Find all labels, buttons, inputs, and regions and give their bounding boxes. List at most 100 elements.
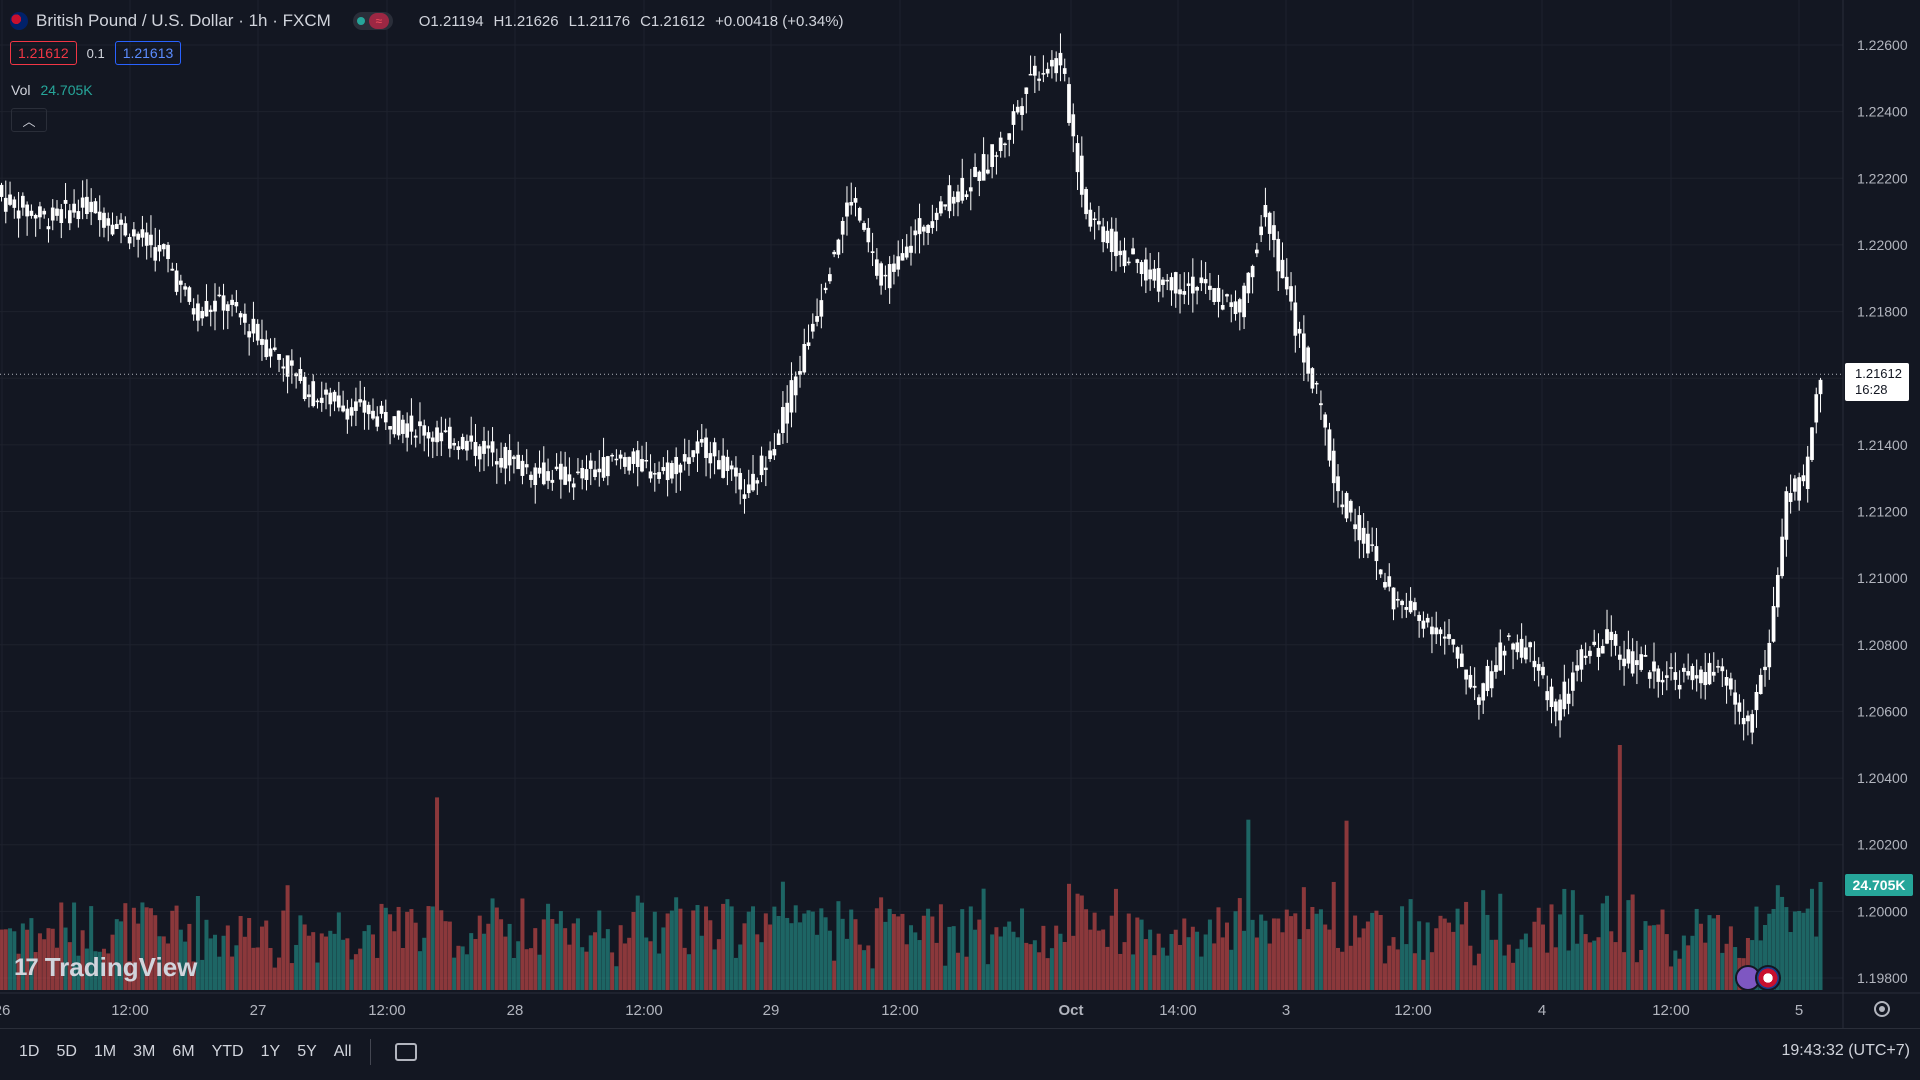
volume-bar	[268, 947, 273, 990]
volume-bar	[221, 935, 226, 990]
range-all[interactable]: All	[333, 1043, 352, 1060]
range-1d[interactable]: 1D	[19, 1043, 40, 1060]
volume-bar	[887, 908, 892, 990]
buy-button[interactable]: 1.21613	[114, 41, 182, 65]
volume-bar	[375, 957, 380, 990]
candle-body	[832, 251, 836, 255]
candle-body	[1588, 650, 1592, 657]
candle-body	[853, 198, 858, 203]
price-chart[interactable]: 1.22600 1.22400 1.22200 1.22000 1.21800 1.216…	[0, 0, 1920, 1028]
volume-bar	[59, 902, 64, 990]
candle-body	[964, 194, 969, 198]
volume-bar	[934, 942, 939, 990]
candle-body	[1058, 52, 1063, 66]
volume-bar	[1494, 939, 1498, 990]
volume-bar	[1622, 952, 1627, 990]
volume-bar	[951, 926, 956, 990]
volume-bar	[1455, 908, 1460, 990]
range-1y[interactable]: 1Y	[260, 1043, 281, 1060]
candle-body	[127, 237, 132, 244]
volume-bar	[1075, 893, 1080, 990]
candle-body	[1477, 697, 1481, 705]
volume-legend: Vol 24.705K	[11, 82, 93, 98]
volume-bar	[1028, 944, 1033, 990]
volume-bar	[1011, 931, 1016, 990]
volume-bar	[614, 966, 619, 990]
symbol-legend: British Pound / U.S. Dollar · 1h · FXCM …	[10, 10, 844, 32]
clock-timezone[interactable]: 19:43:32 (UTC+7)	[1781, 1042, 1910, 1059]
candle-body	[1438, 629, 1443, 635]
volume-bar	[973, 929, 978, 990]
y-tick-label: 1.21800	[1857, 304, 1908, 320]
candle-body	[1387, 576, 1392, 587]
us-flag-event-icon[interactable]	[1755, 965, 1781, 991]
candle-body	[1139, 262, 1144, 275]
candle-body	[1353, 524, 1357, 530]
candle-body	[1178, 289, 1182, 295]
axis-settings-icon[interactable]	[1874, 1001, 1890, 1017]
candle-body	[426, 432, 431, 439]
go-to-date-icon[interactable]	[394, 1043, 417, 1061]
candle-body	[469, 435, 474, 442]
sell-button[interactable]: 1.21612	[10, 41, 77, 65]
volume-label[interactable]: Vol	[11, 82, 31, 98]
candle-body	[712, 442, 717, 457]
economic-events[interactable]	[1735, 965, 1781, 991]
volume-bar	[400, 947, 405, 990]
range-5d[interactable]: 5D	[56, 1043, 77, 1060]
candle-body	[1374, 546, 1379, 562]
candle-body	[665, 462, 670, 481]
volume-bar	[1289, 916, 1294, 990]
collapse-legend-button[interactable]: ︿	[11, 108, 47, 132]
candle-body	[516, 454, 521, 470]
range-5y[interactable]: 5Y	[297, 1043, 317, 1060]
candle-body	[1135, 259, 1140, 263]
volume-bar	[1301, 887, 1306, 990]
candle-body	[533, 467, 538, 486]
candle-body	[21, 195, 25, 208]
volume-bar	[110, 934, 115, 990]
volume-bar	[742, 923, 747, 990]
volume-bar	[1459, 924, 1464, 990]
volume-bar	[682, 947, 687, 990]
candle-body	[1489, 671, 1494, 689]
volume-bar	[597, 910, 602, 990]
candle-body	[187, 287, 192, 302]
candle-body	[140, 229, 145, 238]
volume-bar	[733, 957, 738, 990]
volume-bar	[1703, 942, 1708, 990]
volume-bar	[998, 936, 1003, 990]
range-3m[interactable]: 3M	[133, 1043, 156, 1060]
candle-body	[264, 339, 269, 358]
candle-body	[366, 404, 371, 415]
volume-bar	[25, 929, 30, 990]
volume-bar	[370, 934, 375, 990]
volume-bar	[1745, 937, 1750, 990]
candle-body	[1425, 617, 1430, 623]
market-status[interactable]: ≈	[352, 12, 393, 30]
volume-bar	[832, 960, 837, 990]
candle-body	[38, 206, 42, 218]
volume-bar	[379, 903, 384, 990]
candle-body	[875, 259, 879, 276]
volume-bar	[1024, 942, 1029, 990]
candle-body	[776, 433, 781, 445]
candle-body	[50, 207, 55, 221]
volume-bar	[708, 920, 713, 990]
symbol-title[interactable]: British Pound / U.S. Dollar · 1h · FXCM	[36, 11, 331, 30]
candle-body	[1703, 672, 1708, 686]
range-1m[interactable]: 1M	[93, 1043, 117, 1060]
candle-body	[1472, 685, 1477, 688]
volume-bar	[1617, 745, 1622, 990]
open-value: O1.21194	[418, 12, 484, 30]
volume-bar	[490, 898, 495, 990]
candle-body	[751, 473, 755, 491]
volume-bar	[516, 941, 521, 990]
range-ytd[interactable]: YTD	[211, 1043, 244, 1060]
candle-body	[1237, 299, 1242, 313]
volume-bar	[328, 930, 333, 990]
candle-body	[691, 450, 696, 458]
candle-body	[1793, 478, 1797, 492]
volume-bar	[12, 931, 17, 990]
range-6m[interactable]: 6M	[172, 1043, 195, 1060]
